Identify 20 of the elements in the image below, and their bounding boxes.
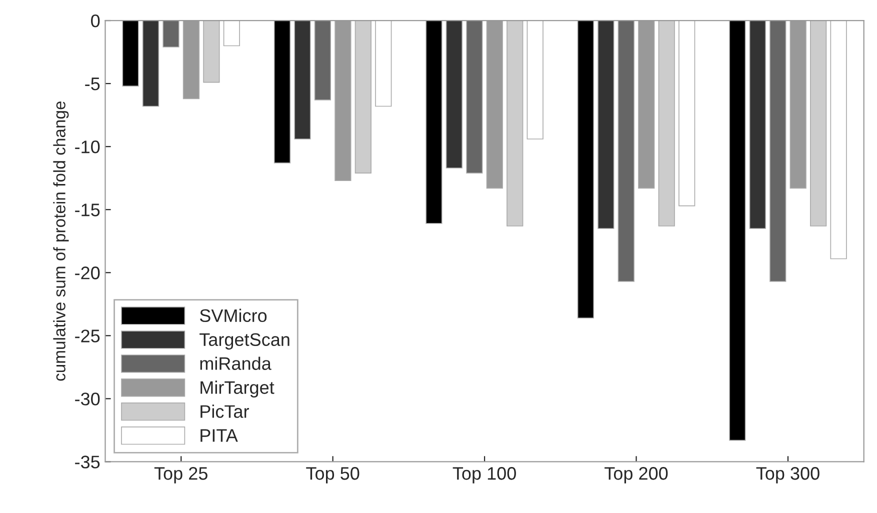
legend-label: PicTar: [200, 404, 249, 418]
x-tick-label: Top 50: [306, 467, 360, 484]
y-tick-label: -5: [85, 78, 100, 90]
y-tick-label: -15: [75, 204, 100, 216]
x-tick-label: Top 200: [604, 467, 668, 484]
x-tick-label: Top 300: [756, 467, 820, 484]
y-axis-title: cumulative sum of protein fold change: [53, 101, 69, 381]
y-tick-label: -20: [75, 266, 100, 280]
legend-label: miRanda: [200, 356, 272, 370]
x-tick-label: Top 100: [452, 467, 516, 484]
y-tick-label: -35: [75, 456, 100, 468]
y-tick-label: -25: [75, 330, 100, 342]
legend-label: TargetScan: [200, 333, 290, 350]
y-tick-label: -10: [75, 140, 100, 154]
legend-label: MirTarget: [200, 380, 274, 398]
y-tick-label: -30: [75, 392, 100, 406]
legend-label: SVMicro: [200, 308, 267, 322]
legend-label: PITA: [200, 429, 238, 442]
x-tick-label: Top 25: [154, 467, 208, 484]
y-tick-label: 0: [91, 14, 100, 28]
